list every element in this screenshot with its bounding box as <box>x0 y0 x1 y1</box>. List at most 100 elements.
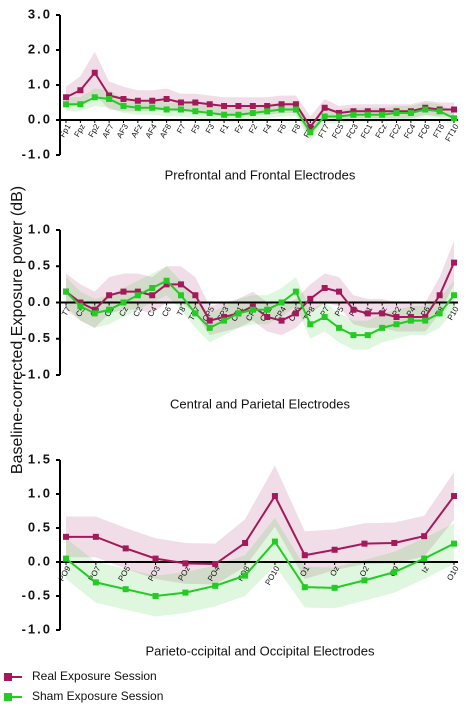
point <box>307 129 314 136</box>
point <box>77 87 84 94</box>
point <box>422 314 429 320</box>
point <box>91 69 98 76</box>
point <box>106 96 113 102</box>
point <box>307 124 314 130</box>
x-tick-label: FC1 <box>359 122 375 140</box>
point <box>134 97 141 104</box>
point <box>264 306 271 313</box>
error-band <box>66 51 454 138</box>
y-tick-label: 3.0 <box>28 6 52 21</box>
point <box>278 317 285 324</box>
point <box>77 303 84 310</box>
point <box>63 533 69 540</box>
x-tick-label: F6 <box>276 122 289 135</box>
point <box>206 317 213 324</box>
y-tick-label: 0.5 <box>28 258 52 273</box>
x-tick-label: FC4 <box>402 122 418 140</box>
point <box>163 277 170 284</box>
point <box>307 295 314 302</box>
point <box>364 108 371 115</box>
y-axis-label: Baseline-corrected Exposure power (dB) <box>9 186 26 474</box>
point <box>264 103 271 109</box>
point <box>163 96 170 102</box>
point <box>422 317 429 324</box>
point <box>177 99 184 106</box>
y-tick-label: -0.5 <box>22 587 52 602</box>
point <box>149 285 156 291</box>
point <box>77 299 84 306</box>
x-tick-label: P5 <box>333 305 346 318</box>
y-tick-label: 0.0 <box>28 553 52 568</box>
point <box>451 540 457 547</box>
series-line <box>65 539 455 598</box>
legend-marker <box>4 693 12 701</box>
y-tick-label: 2.0 <box>28 41 52 56</box>
point <box>307 321 314 328</box>
point <box>221 103 228 109</box>
x-tick-label: F3 <box>204 122 217 135</box>
point <box>91 310 98 317</box>
x-tick-label: Fpz <box>72 123 86 139</box>
point <box>120 288 127 295</box>
point <box>177 106 184 113</box>
point <box>235 310 242 317</box>
point <box>192 108 199 115</box>
point <box>361 577 368 584</box>
point <box>264 314 271 320</box>
point <box>149 292 156 299</box>
point <box>177 292 184 299</box>
point <box>221 111 228 118</box>
series-line <box>65 71 454 129</box>
point <box>422 106 429 113</box>
point <box>163 281 170 288</box>
point <box>321 314 328 320</box>
point <box>192 99 199 106</box>
point <box>192 310 199 317</box>
point <box>321 113 328 120</box>
point <box>249 110 256 116</box>
point <box>182 589 189 596</box>
y-tick-label: 1.0 <box>28 76 52 91</box>
point <box>163 106 170 113</box>
point <box>149 97 156 104</box>
point <box>331 584 338 591</box>
x-tick-label: FT10 <box>443 122 460 143</box>
point <box>391 539 398 546</box>
point <box>393 110 400 116</box>
point <box>92 579 99 586</box>
point <box>106 306 113 313</box>
y-tick-label: 1.5 <box>28 451 52 466</box>
y-tick-label: 0.0 <box>28 294 52 309</box>
point <box>134 292 141 299</box>
point <box>249 103 256 109</box>
error-band <box>66 88 454 141</box>
point <box>206 101 213 108</box>
point <box>249 303 256 310</box>
series-line <box>65 262 455 322</box>
point <box>451 106 457 113</box>
x-tick-label: AF3 <box>115 122 130 140</box>
point <box>134 104 141 111</box>
point <box>271 493 278 500</box>
point <box>264 108 271 115</box>
y-tick-label: 0.0 <box>28 111 52 126</box>
point <box>249 306 256 313</box>
point <box>292 288 299 295</box>
point <box>393 314 400 320</box>
x-tick-label: AF7 <box>101 122 116 140</box>
point <box>106 292 113 299</box>
x-tick-label: AFz <box>129 123 144 140</box>
point <box>350 306 357 313</box>
point <box>149 104 156 111</box>
point <box>292 101 299 108</box>
point <box>77 101 84 108</box>
point <box>278 299 285 306</box>
point <box>393 321 400 328</box>
point <box>206 324 213 331</box>
point <box>120 103 127 109</box>
x-tick-label: Oz <box>328 565 341 578</box>
x-tick-label: Cz <box>117 305 130 318</box>
point <box>350 332 357 339</box>
point <box>301 584 308 591</box>
panel-title: Central and Parietal Electrodes <box>170 396 350 411</box>
